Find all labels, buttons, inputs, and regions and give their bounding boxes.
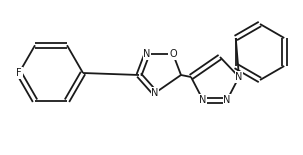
Text: N: N [151,88,159,98]
Text: N: N [143,49,151,59]
Text: N: N [235,72,243,82]
Text: F: F [16,68,22,78]
Text: N: N [223,95,231,105]
Text: O: O [169,49,177,59]
Text: N: N [199,95,207,105]
